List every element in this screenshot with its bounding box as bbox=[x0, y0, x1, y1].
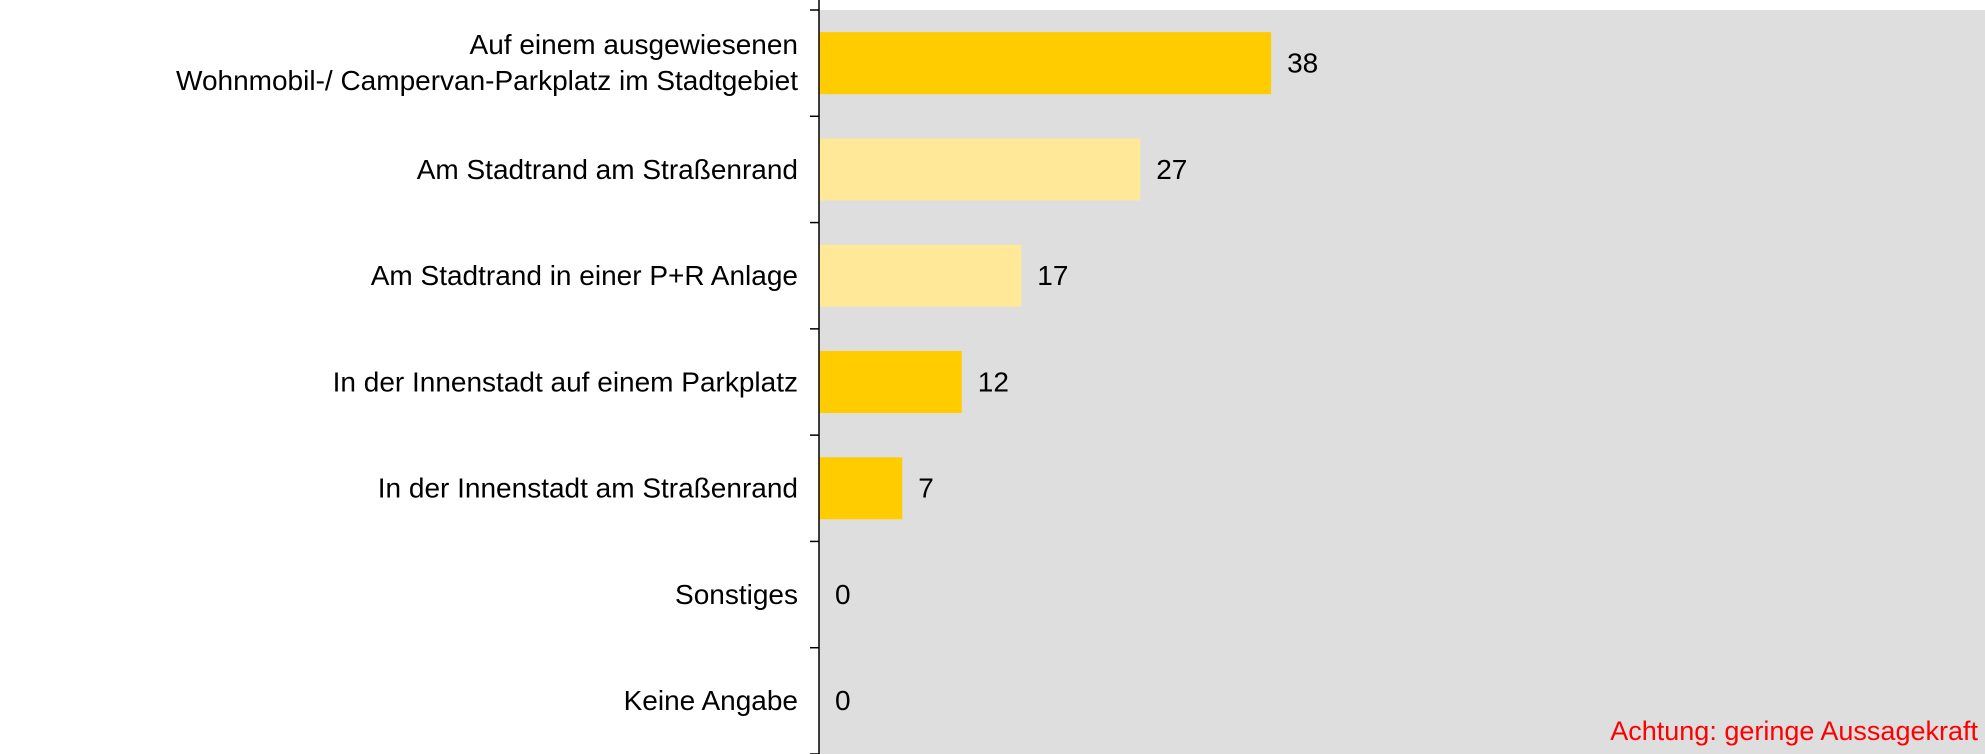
bar bbox=[819, 244, 1022, 307]
bar bbox=[819, 457, 903, 520]
y-tick-label: Am Stadtrand in einer P+R Anlage bbox=[371, 260, 798, 291]
value-label: 0 bbox=[835, 579, 851, 610]
bar bbox=[819, 351, 962, 413]
plot-background bbox=[819, 10, 1985, 754]
y-tick-label: Keine Angabe bbox=[624, 685, 798, 716]
bar bbox=[819, 138, 1141, 201]
annotation: Achtung: geringe Aussagekraft bbox=[1610, 716, 1978, 746]
y-tick-label: Am Stadtrand am Straßenrand bbox=[417, 154, 798, 185]
value-label: 7 bbox=[918, 473, 934, 504]
value-label: 12 bbox=[978, 366, 1009, 397]
value-label: 17 bbox=[1037, 260, 1068, 291]
value-label: 27 bbox=[1156, 154, 1187, 185]
value-label: 38 bbox=[1287, 48, 1318, 79]
y-tick-label: Auf einem ausgewiesenen Wohnmobil-/ Campe… bbox=[176, 30, 798, 97]
y-tick-label: In der Innenstadt am Straßenrand bbox=[378, 473, 798, 504]
bar bbox=[819, 32, 1272, 95]
y-tick-label: In der Innenstadt auf einem Parkplatz bbox=[333, 366, 798, 397]
y-tick-label: Sonstiges bbox=[675, 579, 798, 610]
value-label: 0 bbox=[835, 685, 851, 716]
